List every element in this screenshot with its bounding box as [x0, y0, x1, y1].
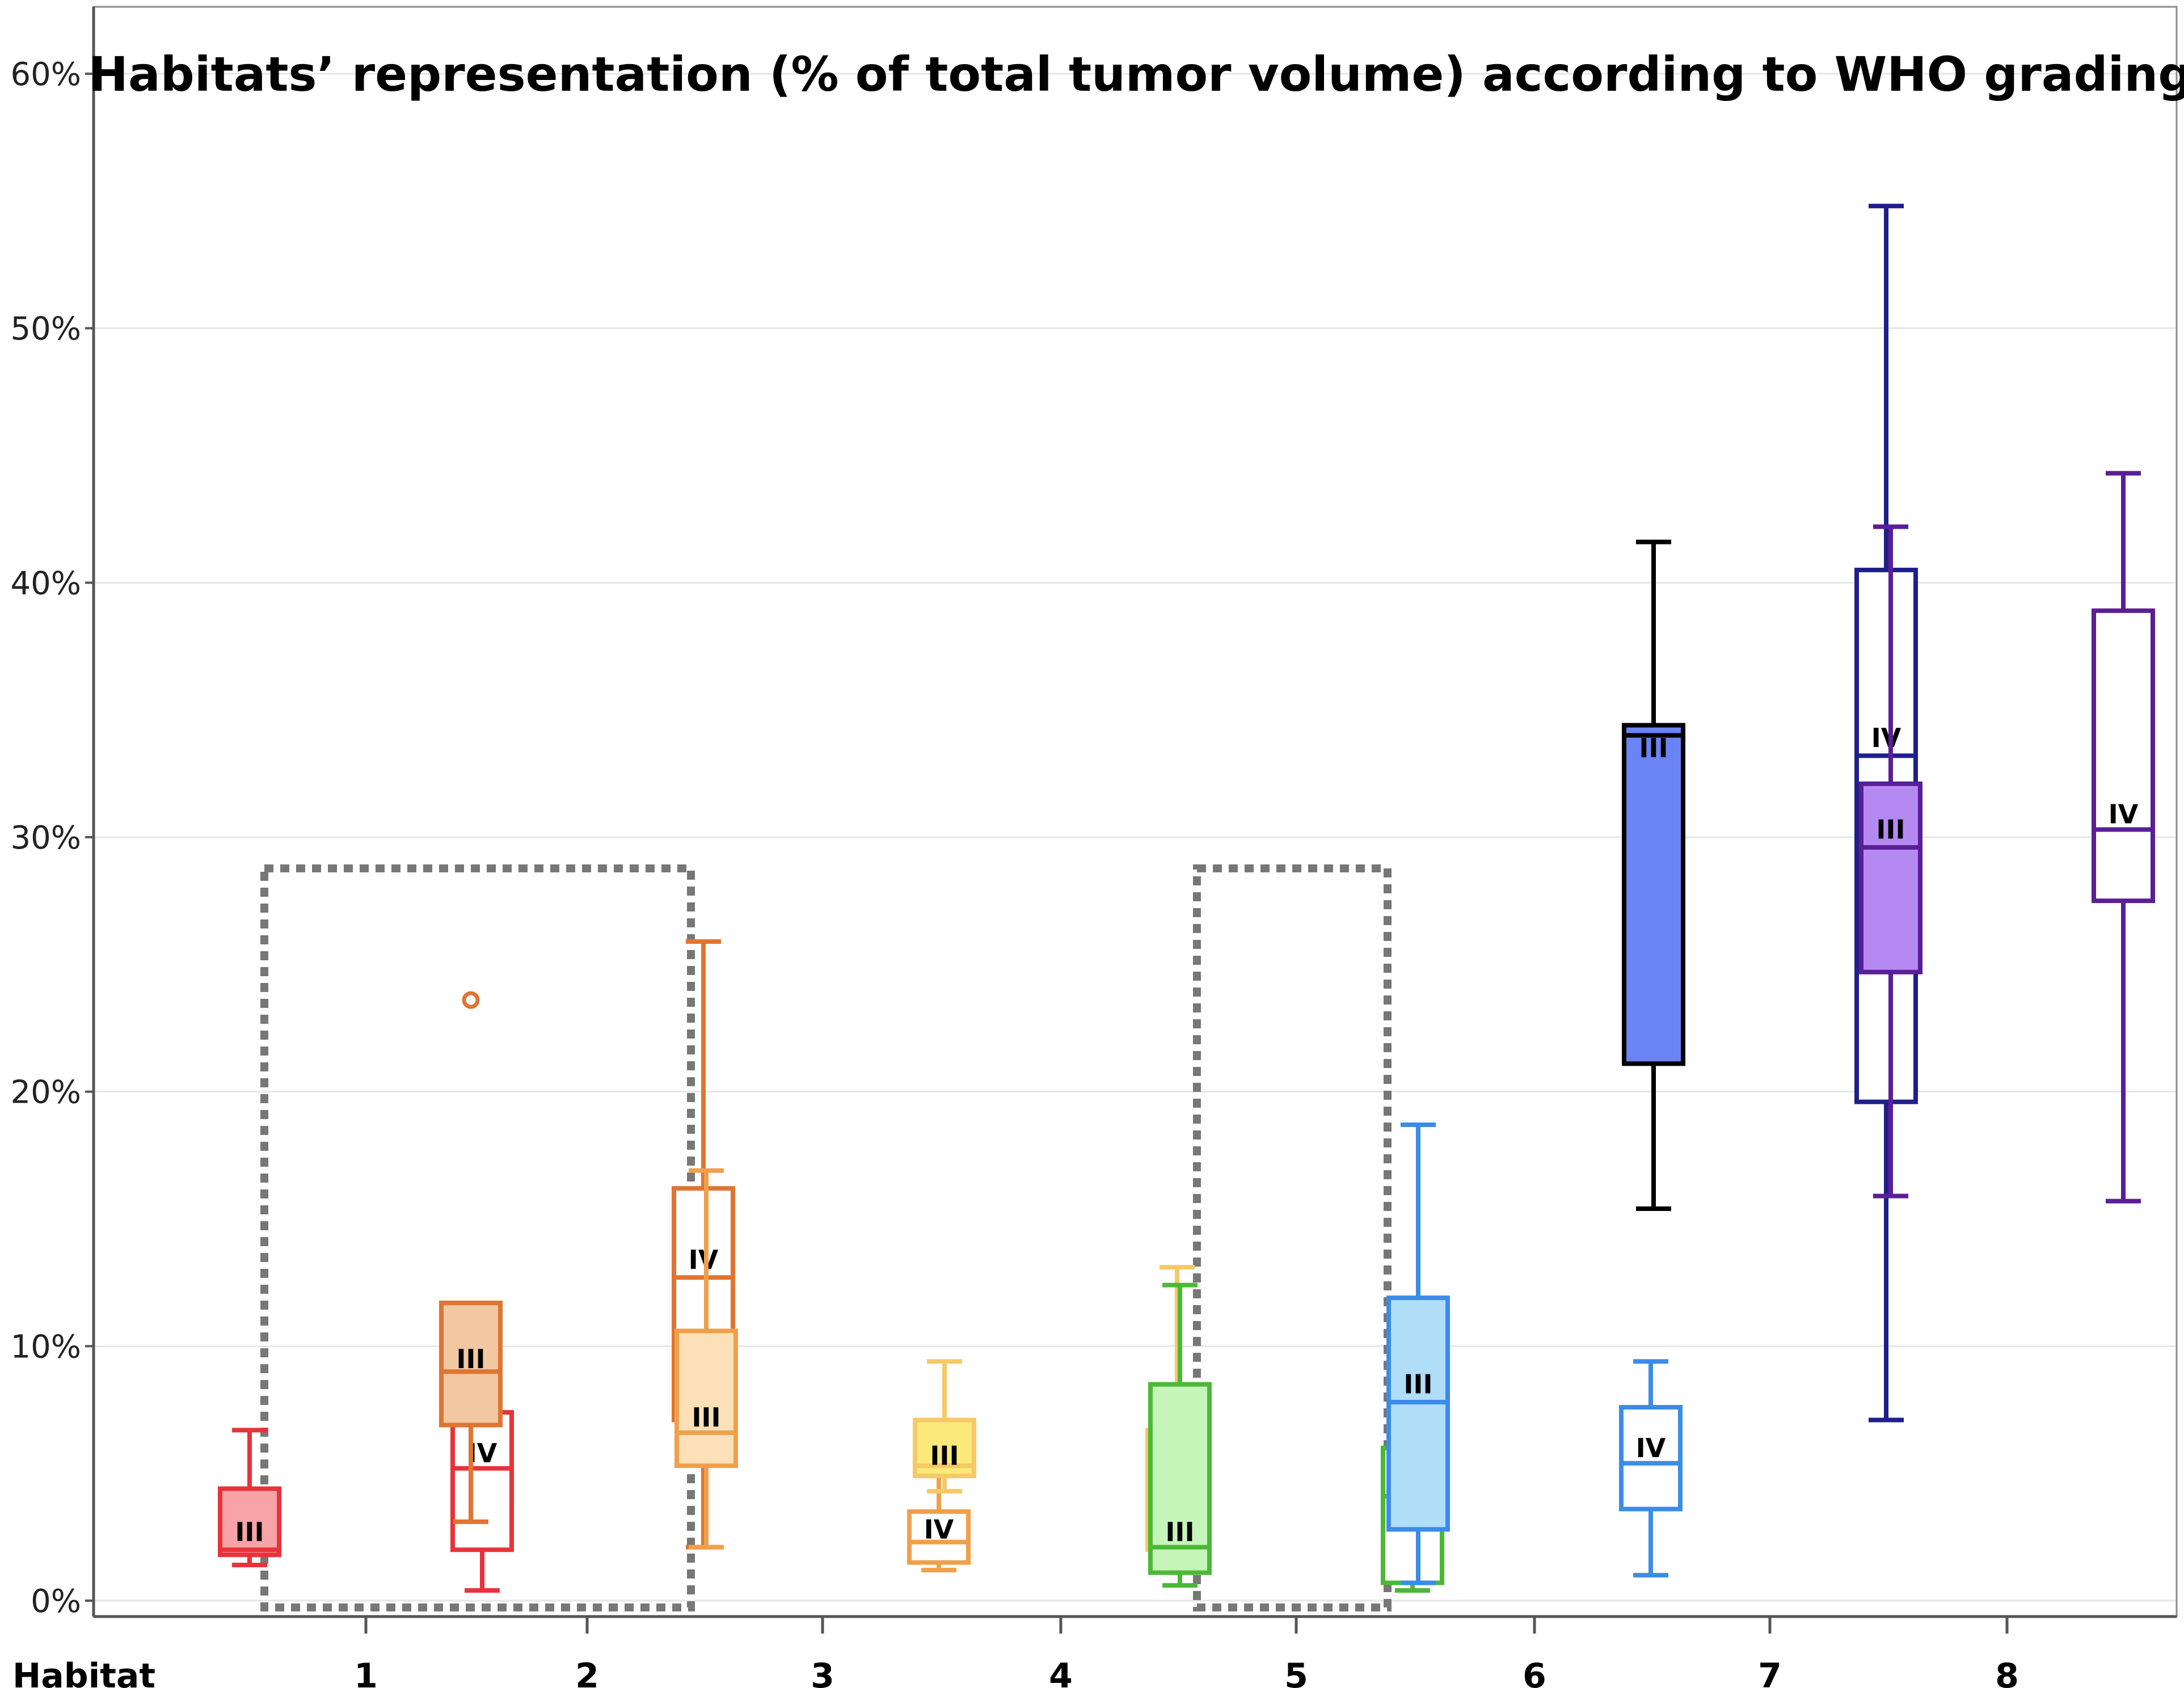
x-tick-label: 3 [811, 1656, 834, 1688]
box-habitat-8-grade-IV: IV [2092, 471, 2155, 1204]
x-tick-label: 8 [1995, 1656, 2019, 1688]
outlier-point [462, 991, 480, 1009]
grade-label: III [1876, 815, 1905, 845]
grade-label: III [1403, 1369, 1432, 1400]
grade-label: III [1639, 733, 1668, 763]
grade-label: III [235, 1517, 264, 1547]
iqr-box [218, 1486, 281, 1558]
chart-title: Habitats’ representation (% of total tum… [88, 47, 2184, 102]
box-habitat-3-grade-IV: IV [907, 1474, 971, 1573]
iqr-box [907, 1509, 971, 1565]
grade-label: IV [2109, 799, 2139, 830]
y-tick-label: 60% [11, 56, 81, 93]
iqr-box [1386, 1295, 1450, 1532]
box-habitat-8-grade-III: III [1859, 524, 1922, 1199]
grade-label: IV [1636, 1433, 1666, 1463]
iqr-box [1148, 1382, 1212, 1575]
iqr-box [674, 1328, 738, 1468]
grade-label: III [930, 1440, 959, 1471]
y-tick-label: 40% [11, 565, 81, 602]
y-tick-label: 0% [31, 1583, 81, 1620]
grade-label: III [456, 1344, 485, 1374]
y-tick-label: 30% [11, 820, 81, 856]
box-habitat-2-grade-III: III [439, 991, 503, 1524]
x-tick-label: 2 [575, 1656, 599, 1688]
box-habitat-3-grade-III: III [674, 1168, 738, 1550]
grade-label: III [1165, 1517, 1194, 1547]
highlight-box-habitat-5 [1193, 864, 1392, 1611]
x-tick-label: 7 [1758, 1656, 1782, 1688]
y-tick-label: 10% [11, 1328, 81, 1365]
x-tick-label: 6 [1523, 1656, 1546, 1688]
iqr-box [1859, 781, 1922, 974]
box-habitat-5-grade-III: III [1148, 1282, 1212, 1588]
iqr-box [450, 1410, 514, 1552]
y-tick-label: 20% [11, 1074, 81, 1111]
iqr-box [2092, 608, 2155, 904]
x-axis-label: Habitat [12, 1656, 155, 1688]
iqr-box [1619, 1405, 1683, 1512]
iqr-box [1622, 723, 1685, 1066]
box-habitat-6-grade-III: III [1386, 1122, 1450, 1585]
box-habitat-7-grade-III: III [1622, 539, 1685, 1212]
axis-layer [92, 6, 2178, 1618]
y-tick-label: 50% [11, 311, 81, 348]
tick-layer: 0% 10% 20% 30% 40% 50% 60% 1 2 3 4 5 6 7 8 [11, 56, 2019, 1688]
grade-label: III [692, 1402, 720, 1433]
grade-label: IV [1871, 723, 1901, 753]
x-tick-label: 5 [1284, 1656, 1308, 1688]
x-tick-label: 1 [354, 1656, 378, 1688]
box-habitat-4-grade-III: III [913, 1359, 976, 1494]
grade-label: IV [924, 1514, 954, 1544]
box-habitat-6-grade-IV: IV [1619, 1359, 1683, 1578]
iqr-box [439, 1301, 503, 1428]
box-layer: IIIIVIIIIVIIIIVIIIIVIIIIVIIIIVIIIIVIIIIV [218, 204, 2155, 1593]
x-tick-label: 4 [1049, 1656, 1073, 1688]
box-habitat-1-grade-III: III [218, 1428, 281, 1568]
grade-label: IV [689, 1244, 719, 1275]
